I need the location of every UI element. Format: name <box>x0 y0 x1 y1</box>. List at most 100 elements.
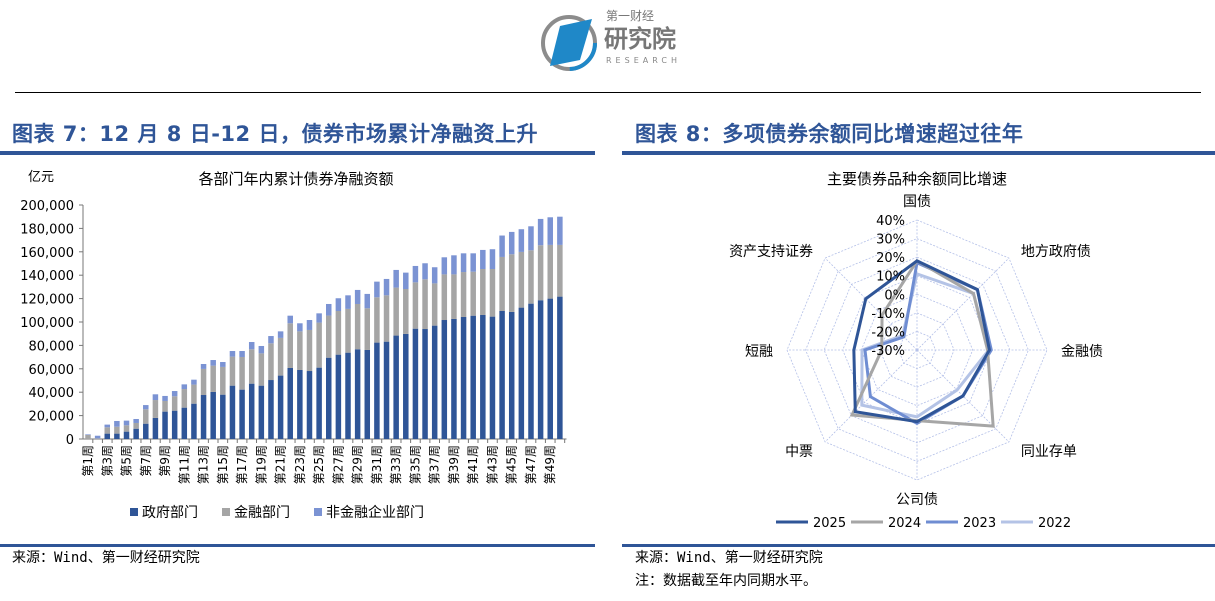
x-tick-label: 第9周 <box>158 445 172 477</box>
bar-segment-fin <box>114 426 120 434</box>
bar-segment-gov <box>431 325 438 439</box>
radar-grid-ring <box>842 275 992 425</box>
radar-tick-label: 10% <box>876 270 905 285</box>
bar-segment-nonfin <box>316 313 322 323</box>
y-tick-label: 80,000 <box>29 339 75 354</box>
bar-segment-gov <box>268 380 274 439</box>
bar-segment-gov <box>557 296 563 439</box>
bar-segment-gov <box>152 417 159 439</box>
bar-segment-nonfin <box>162 395 168 401</box>
bar-segment-fin <box>229 356 236 386</box>
bar-segment-nonfin <box>422 263 428 280</box>
bar-segment-gov <box>441 320 448 439</box>
bar-segment-fin <box>451 274 457 319</box>
bar-segment-fin <box>508 254 515 312</box>
radar-chart-title: 主要债券品种余额同比增速 <box>827 170 1007 188</box>
bar-segment-fin <box>171 396 178 411</box>
bar-segment-fin <box>460 272 467 317</box>
bar-segment-nonfin <box>181 384 188 390</box>
figure7-source: 来源：Wind、第一财经研究院 <box>12 549 200 567</box>
bar-segment-gov <box>143 423 149 439</box>
legend-label: 金融部门 <box>234 505 290 521</box>
bar-segment-nonfin <box>220 362 226 367</box>
bar-segment-gov <box>528 303 534 439</box>
bar-chart: 亿元 各部门年内累计债券净融资额 0 20,000 40,000 60,000 80,0… <box>20 170 567 521</box>
bar-segment-fin <box>383 295 390 342</box>
bar-segment-fin <box>258 353 265 386</box>
bar-segment-gov <box>191 403 197 439</box>
bar-segment-gov <box>489 316 496 439</box>
legend-label: 2024 <box>888 516 921 531</box>
y-tick-label: 60,000 <box>29 363 75 378</box>
bar-segment-fin <box>85 434 91 439</box>
radar-tick-label: -10% <box>871 307 905 322</box>
legend-label: 2023 <box>963 516 996 531</box>
figure8-note-label: 注： <box>635 573 663 589</box>
bar-segment-nonfin <box>431 267 438 284</box>
bar-segment-fin <box>220 366 226 395</box>
bar-segment-gov <box>114 433 120 439</box>
bar-segment-gov <box>229 385 236 439</box>
bar-segment-nonfin <box>460 253 467 273</box>
bar-segment-fin <box>393 287 399 336</box>
radar-grid-ring <box>879 312 955 388</box>
bar-segment-fin <box>133 422 139 429</box>
legend-swatch-nonfin <box>314 508 322 516</box>
y-tick-label: 180,000 <box>20 222 74 237</box>
y-tick-label: 100,000 <box>20 316 74 331</box>
bar-segment-nonfin <box>143 405 149 410</box>
bar-segment-gov <box>460 316 467 439</box>
y-tick-label: 140,000 <box>20 269 74 284</box>
bar-segment-nonfin <box>114 420 120 427</box>
bar-segment-gov <box>133 428 139 439</box>
figure7-title-rule <box>0 151 595 155</box>
bar-segment-fin <box>326 315 332 358</box>
bar-segment-fin <box>181 389 188 408</box>
x-tick-label: 第25周 <box>312 445 326 484</box>
bar-segment-nonfin <box>123 420 130 426</box>
bar-segment-nonfin <box>133 418 139 423</box>
bar-segment-gov <box>239 389 245 439</box>
bar-segment-nonfin <box>200 364 207 369</box>
bar-segment-fin <box>412 282 419 329</box>
radar-tick-label: 30% <box>876 233 905 248</box>
bar-segment-nonfin <box>94 435 101 439</box>
bar-segment-gov <box>171 410 178 439</box>
x-tick-label: 第29周 <box>351 445 365 484</box>
bar-segment-gov <box>354 349 361 439</box>
x-tick-label: 第31周 <box>370 445 384 484</box>
bar-segment-gov <box>422 329 428 439</box>
bar-segment-fin <box>354 303 361 350</box>
x-tick-label: 第23周 <box>293 445 307 484</box>
bar-segment-gov <box>480 314 486 439</box>
bar-segment-nonfin <box>85 434 91 435</box>
bar-segment-gov <box>248 383 255 439</box>
figure7-bottom-rule <box>0 544 595 547</box>
radar-chart: 主要债券品种余额同比增速 40% 30% 20% 10% 0% -10% -20% -30% 国… <box>729 170 1103 531</box>
bar-segment-gov <box>123 431 130 439</box>
logo-text-main: 研究院 <box>604 25 676 53</box>
bar-segment-fin <box>162 400 168 412</box>
bar-segment-gov <box>383 341 390 439</box>
bar-segment-nonfin <box>297 323 303 332</box>
x-tick-label: 第43周 <box>485 445 499 484</box>
bar-segment-gov <box>345 352 351 439</box>
bar-segment-gov <box>181 407 188 439</box>
bar-segment-gov <box>451 318 457 439</box>
bar-segment-nonfin <box>508 231 515 255</box>
bar-segment-nonfin <box>191 379 197 385</box>
x-tick-label: 第17周 <box>235 445 249 484</box>
x-tick-label: 第27周 <box>331 445 345 484</box>
bar-segment-nonfin <box>171 391 178 397</box>
bar-segment-gov <box>258 385 265 439</box>
bar-segment-nonfin <box>537 218 544 246</box>
bar-segment-gov <box>104 433 111 439</box>
legend-swatch-fin <box>222 508 230 516</box>
bar-segment-nonfin <box>268 336 274 344</box>
bar-segment-nonfin <box>335 298 342 312</box>
radar-tick-label: 40% <box>876 214 905 229</box>
bar-segment-gov <box>162 411 168 439</box>
x-tick-label: 第47周 <box>524 445 538 484</box>
bar-segment-fin <box>441 274 448 321</box>
bar-segment-nonfin <box>518 229 525 252</box>
